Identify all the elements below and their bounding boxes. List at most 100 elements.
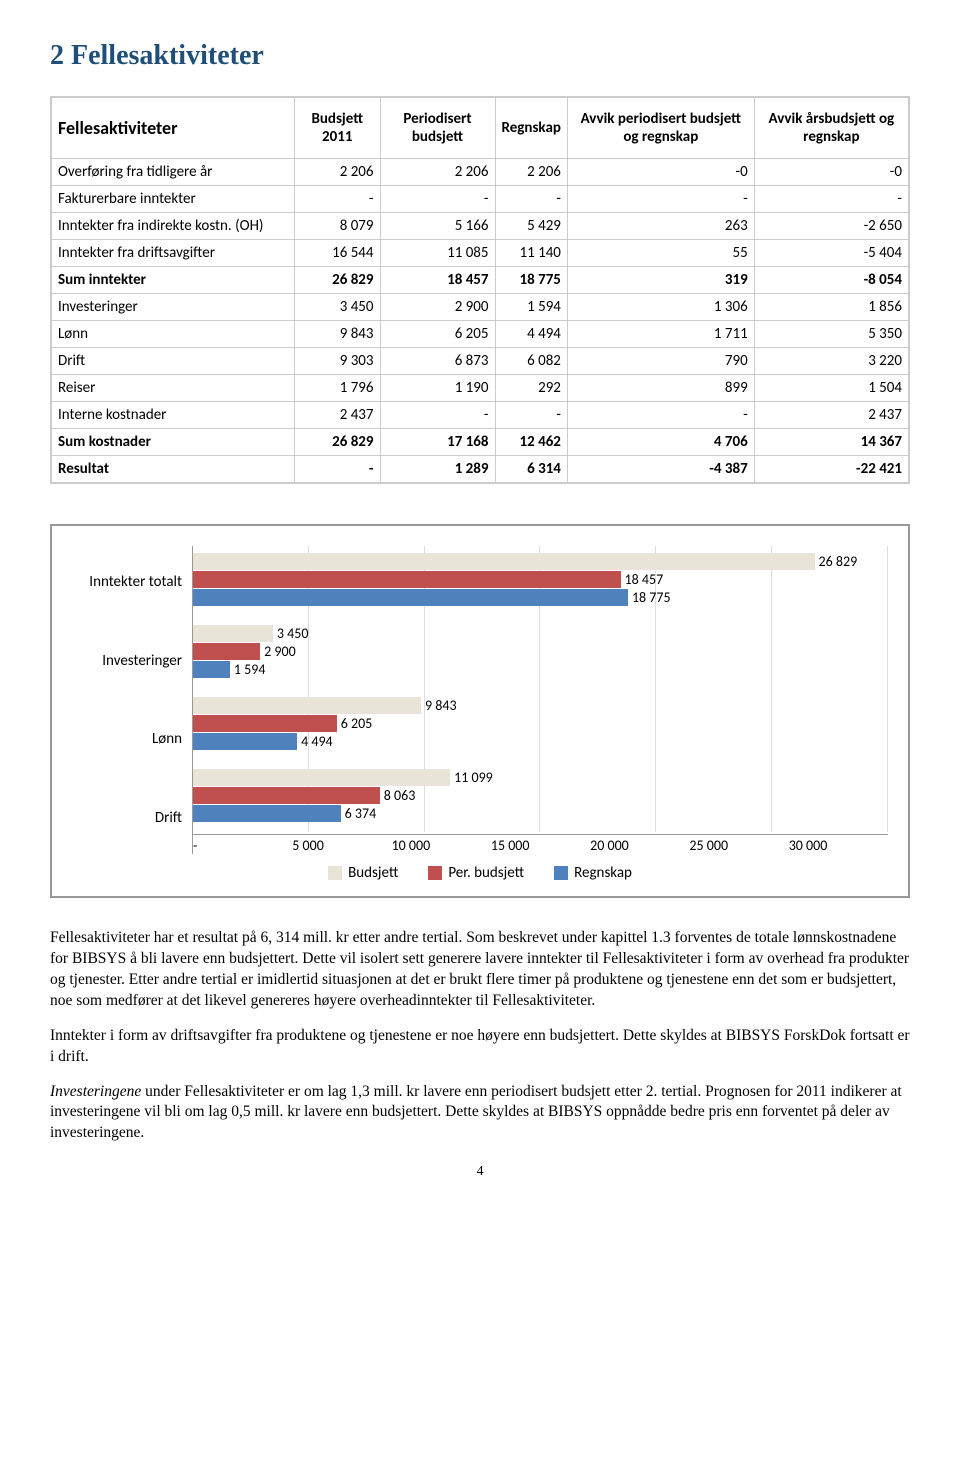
cell: -4 387 (567, 456, 754, 484)
section-heading: 2 Fellesaktiviteter (50, 40, 910, 72)
x-tick: - (193, 837, 292, 854)
cell: - (380, 186, 495, 213)
cell: 790 (567, 348, 754, 375)
cell: 9 303 (295, 348, 381, 375)
cell: -0 (754, 159, 909, 186)
cell: 26 829 (295, 267, 381, 294)
table-row: Inntekter fra driftsavgifter16 54411 085… (51, 240, 909, 267)
cell: 6 314 (495, 456, 567, 484)
table-title: Fellesaktiviteter (51, 97, 295, 159)
table-row: Interne kostnader2 437---2 437 (51, 402, 909, 429)
cell: 2 437 (754, 402, 909, 429)
legend-label: Per. budsjett (448, 864, 524, 882)
bar: 9 843 (193, 697, 421, 714)
body-paragraph: Fellesaktiviteter har et resultat på 6, … (50, 928, 910, 1012)
row-label: Investeringer (51, 294, 295, 321)
cell: 3 220 (754, 348, 909, 375)
cell: 14 367 (754, 429, 909, 456)
budget-table: Fellesaktiviteter Budsjett 2011 Periodis… (50, 96, 910, 484)
bar: 2 900 (193, 643, 260, 660)
cell: 2 206 (380, 159, 495, 186)
table-row: Fakturerbare inntekter----- (51, 186, 909, 213)
cell: 899 (567, 375, 754, 402)
col-header: Regnskap (495, 97, 567, 159)
cell: 16 544 (295, 240, 381, 267)
cell: 18 775 (495, 267, 567, 294)
row-label: Drift (51, 348, 295, 375)
row-label: Overføring fra tidligere år (51, 159, 295, 186)
bar-chart: Inntekter totaltInvesteringerLønnDrift 2… (50, 524, 910, 898)
row-label: Resultat (51, 456, 295, 484)
row-label: Interne kostnader (51, 402, 295, 429)
cell: 263 (567, 213, 754, 240)
cell: 2 437 (295, 402, 381, 429)
cell: 55 (567, 240, 754, 267)
bar-value-label: 3 450 (277, 625, 309, 642)
cell: 2 206 (295, 159, 381, 186)
table-row: Drift9 3036 8736 0827903 220 (51, 348, 909, 375)
chart-category-label: Drift (72, 782, 182, 854)
row-label: Inntekter fra indirekte kostn. (OH) (51, 213, 295, 240)
table-row: Investeringer3 4502 9001 5941 3061 856 (51, 294, 909, 321)
bar: 18 457 (193, 571, 621, 588)
cell: 26 829 (295, 429, 381, 456)
bar-group: 3 4502 9001 594 (193, 618, 888, 690)
cell: 1 856 (754, 294, 909, 321)
bar: 6 205 (193, 715, 337, 732)
chart-legend: Budsjett Per. budsjett Regnskap (72, 864, 888, 882)
chart-category-label: Investeringer (72, 625, 182, 697)
cell: - (380, 402, 495, 429)
cell: - (295, 456, 381, 484)
bar: 11 099 (193, 769, 450, 786)
bar-group: 11 0998 0636 374 (193, 762, 888, 834)
cell: - (567, 186, 754, 213)
bar-value-label: 4 494 (301, 733, 333, 750)
bar: 8 063 (193, 787, 380, 804)
cell: 1 796 (295, 375, 381, 402)
cell: 11 085 (380, 240, 495, 267)
bar-value-label: 8 063 (384, 787, 416, 804)
bar-value-label: 2 900 (264, 643, 296, 660)
col-header: Budsjett 2011 (295, 97, 381, 159)
cell: 6 082 (495, 348, 567, 375)
table-row: Sum kostnader26 82917 16812 4624 70614 3… (51, 429, 909, 456)
col-header: Avvik årsbudsjett og regnskap (754, 97, 909, 159)
cell: - (495, 402, 567, 429)
cell: 6 205 (380, 321, 495, 348)
chart-category-label: Inntekter totalt (72, 546, 182, 618)
cell: 1 711 (567, 321, 754, 348)
bar: 18 775 (193, 589, 628, 606)
cell: 2 206 (495, 159, 567, 186)
bar-group: 26 82918 45718 775 (193, 546, 888, 618)
cell: 11 140 (495, 240, 567, 267)
body-paragraph: Inntekter i form av driftsavgifter fra p… (50, 1026, 910, 1068)
cell: -8 054 (754, 267, 909, 294)
cell: 4 706 (567, 429, 754, 456)
cell: 12 462 (495, 429, 567, 456)
cell: 292 (495, 375, 567, 402)
cell: 5 166 (380, 213, 495, 240)
row-label: Sum kostnader (51, 429, 295, 456)
bar: 3 450 (193, 625, 273, 642)
row-label: Lønn (51, 321, 295, 348)
x-tick: 25 000 (689, 837, 788, 854)
cell: -22 421 (754, 456, 909, 484)
bar-value-label: 6 374 (345, 805, 377, 822)
col-header: Periodisert budsjett (380, 97, 495, 159)
table-row: Lønn9 8436 2054 4941 7115 350 (51, 321, 909, 348)
row-label: Fakturerbare inntekter (51, 186, 295, 213)
cell: 5 429 (495, 213, 567, 240)
bar-value-label: 11 099 (454, 769, 493, 786)
cell: 1 289 (380, 456, 495, 484)
row-label: Reiser (51, 375, 295, 402)
bar-group: 9 8436 2054 494 (193, 690, 888, 762)
cell: 5 350 (754, 321, 909, 348)
cell: 1 594 (495, 294, 567, 321)
x-tick: 30 000 (789, 837, 888, 854)
x-tick: 15 000 (491, 837, 590, 854)
table-row: Reiser1 7961 1902928991 504 (51, 375, 909, 402)
x-tick: 5 000 (292, 837, 391, 854)
body-paragraph: Investeringene under Fellesaktiviteter e… (50, 1082, 910, 1145)
cell: 1 190 (380, 375, 495, 402)
x-tick: 10 000 (392, 837, 491, 854)
